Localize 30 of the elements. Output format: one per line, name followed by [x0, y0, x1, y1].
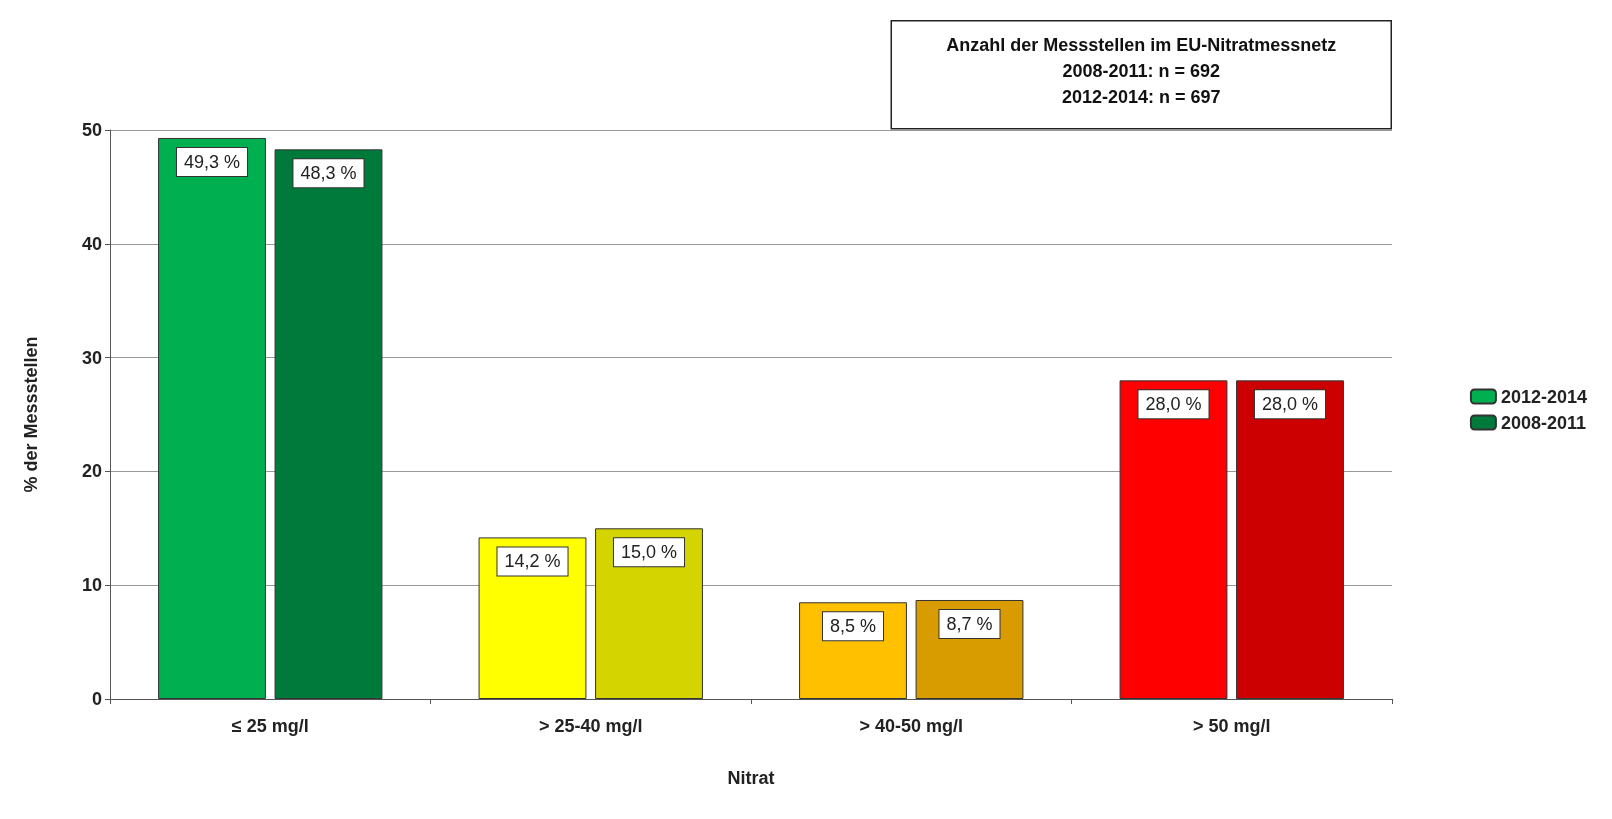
text: 2012-2014: n = 697: [1061, 86, 1221, 107]
x-tick-label: > 50 mg/l: [1192, 716, 1271, 736]
bar: [1119, 380, 1228, 699]
data-label: 14,2 %: [504, 551, 561, 572]
y-tick-label: 20: [81, 461, 102, 482]
data-label: 49,3 %: [183, 151, 241, 172]
x-tick-label: > 25-40 mg/l: [538, 716, 643, 736]
text: Anzahl der Messstellen im EU-Nitratmessnetz: [946, 34, 1337, 55]
y-tick-label: 40: [81, 233, 102, 254]
data-label: 15,0 %: [620, 542, 678, 563]
y-tick-label: 0: [91, 689, 102, 709]
text: 2008-2011: n = 692: [1062, 60, 1221, 81]
data-label: 8,7 %: [946, 613, 993, 634]
data-label: 48,3 %: [300, 163, 357, 184]
x-axis-title: Nitrat: [727, 768, 775, 788]
y-tick-label: 50: [81, 120, 102, 140]
bar: [1236, 380, 1344, 699]
legend-label: 2008-2011: [1500, 412, 1587, 433]
y-tick-label: 30: [81, 347, 102, 368]
y-axis-title: % der Messstellen: [21, 336, 41, 493]
data-label: 8,5 %: [829, 616, 877, 637]
y-tick-label: 10: [81, 575, 102, 596]
data-label: 28,0 %: [1261, 394, 1319, 415]
legend-label: 2012-2014: [1500, 386, 1588, 407]
x-tick-label: ≤ 25 mg/l: [231, 716, 309, 736]
bar: [274, 149, 383, 699]
x-tick-label: > 40-50 mg/l: [859, 716, 964, 736]
bar: [595, 528, 703, 699]
data-label: 28,0 %: [1145, 394, 1202, 415]
bar: [158, 137, 266, 699]
